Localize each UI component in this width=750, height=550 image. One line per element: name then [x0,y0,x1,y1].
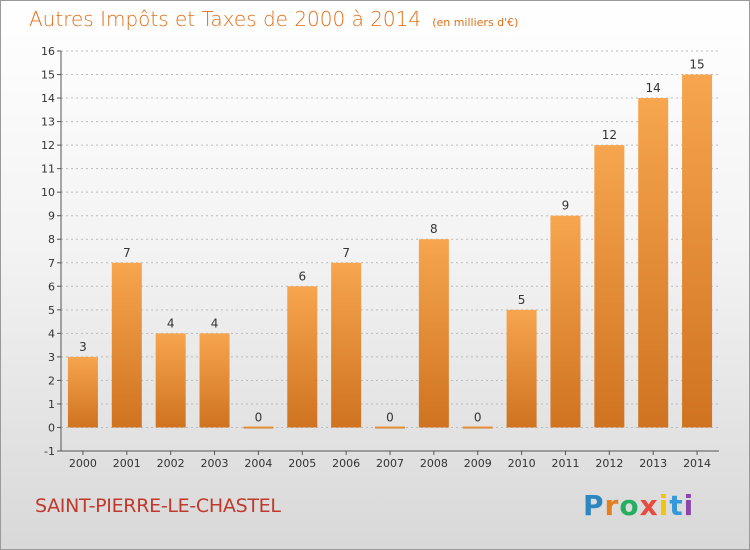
logo-letter: i [658,489,670,522]
x-tick-label: 2012 [595,457,623,470]
bars [67,74,713,429]
chart-title: Autres Impôts et Taxes de 2000 à 2014 [29,7,422,31]
logo-letter: x [639,489,659,522]
x-tick-label: 2007 [376,457,404,470]
bar-2000 [67,356,98,428]
x-tick-label: 2003 [201,457,229,470]
bar-2009 [462,426,493,429]
data-label: 0 [386,410,394,424]
bar-2004 [243,426,274,429]
logo-letter: r [604,489,620,522]
commune-name: SAINT-PIERRE-LE-CHASTEL [35,495,281,517]
bar-2013 [638,98,669,428]
logo-letter: P [583,489,605,522]
data-label: 14 [646,81,661,95]
data-label: 5 [518,293,526,307]
data-label: 3 [79,340,87,354]
bar-2010 [506,309,537,428]
x-tick-label: 2014 [683,457,711,470]
data-label: 15 [689,58,704,72]
y-tick-label: 14 [41,92,55,105]
x-tick-label: 2002 [157,457,185,470]
bar-2012 [594,145,625,428]
y-tick-label: 16 [41,45,55,58]
bar-2006 [331,262,362,428]
chart-subtitle: (en milliers d'€) [432,16,519,29]
bar-2011 [550,215,581,428]
logo-letter: i [683,489,695,522]
bar-2003 [199,333,230,428]
proxiti-logo: Proxiti [583,489,694,522]
logo-letter: t [669,489,684,522]
y-tick-label: 12 [41,139,55,152]
data-label: 7 [342,246,350,260]
x-tick-label: 2013 [639,457,667,470]
data-label: 8 [430,222,438,236]
y-tick-label: 7 [48,257,55,270]
bar-2001 [111,262,142,428]
data-label: 6 [298,269,306,283]
y-tick-label: 15 [41,69,55,82]
x-tick-label: 2006 [332,457,360,470]
data-label: 7 [123,246,131,260]
x-tick-label: 2001 [113,457,141,470]
y-tick-label: 1 [48,398,55,411]
bar-2008 [418,239,449,428]
logo-letter: o [619,489,640,522]
data-label: 0 [255,410,263,424]
x-tick-label: 2011 [551,457,579,470]
data-label: 9 [562,199,570,213]
y-tick-label: 10 [41,186,55,199]
y-tick-label: -1 [44,445,55,458]
x-tick-label: 2008 [420,457,448,470]
y-tick-label: 13 [41,116,55,129]
data-label: 4 [211,316,219,330]
y-tick-label: 3 [48,351,55,364]
x-tick-label: 2010 [508,457,536,470]
data-label: 12 [602,128,617,142]
y-tick-label: 0 [48,421,55,434]
x-tick-label: 2000 [69,457,97,470]
bar-2007 [375,426,405,429]
x-tick-label: 2005 [288,457,316,470]
y-tick-label: 6 [48,280,55,293]
y-tick-label: 2 [48,374,55,387]
y-tick-label: 5 [48,304,55,317]
y-tick-label: 8 [48,233,55,246]
x-tick-label: 2004 [244,457,272,470]
y-tick-label: 11 [41,163,55,176]
title-row: Autres Impôts et Taxes de 2000 à 2014 (e… [29,7,518,31]
bar-2005 [287,286,318,428]
y-tick-label: 4 [48,327,55,340]
data-label: 4 [167,316,175,330]
y-tick-label: 9 [48,210,55,223]
x-tick-label: 2009 [464,457,492,470]
data-labels: 3 7 4 4 0 6 7 0 8 0 5 9 12 14 15 [79,58,705,425]
bar-2014 [682,74,713,428]
data-label: 0 [474,410,482,424]
bar-2002 [155,333,186,428]
